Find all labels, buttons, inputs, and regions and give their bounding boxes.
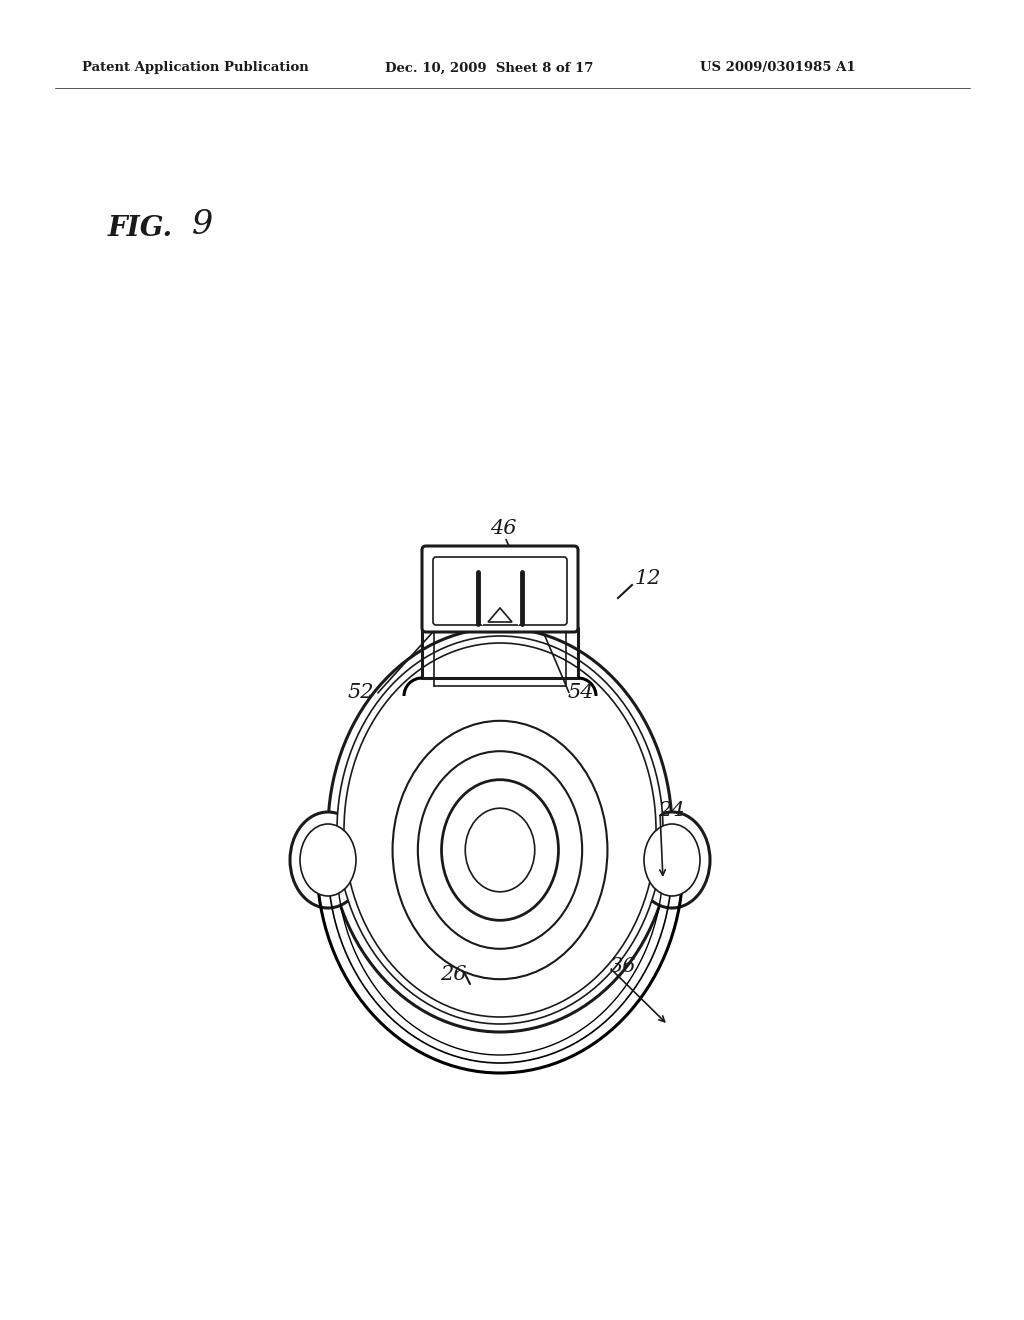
Text: Dec. 10, 2009  Sheet 8 of 17: Dec. 10, 2009 Sheet 8 of 17 xyxy=(385,62,593,74)
Text: Patent Application Publication: Patent Application Publication xyxy=(82,62,309,74)
Ellipse shape xyxy=(465,808,535,892)
Text: 54: 54 xyxy=(568,682,595,701)
Ellipse shape xyxy=(418,751,583,949)
Text: 9: 9 xyxy=(193,209,213,242)
Text: 46: 46 xyxy=(490,519,516,537)
Text: 12: 12 xyxy=(635,569,662,587)
Polygon shape xyxy=(488,609,512,622)
Ellipse shape xyxy=(300,824,356,896)
Ellipse shape xyxy=(441,780,558,920)
Text: 26: 26 xyxy=(440,965,467,985)
FancyBboxPatch shape xyxy=(422,546,578,632)
Ellipse shape xyxy=(328,628,672,1032)
Ellipse shape xyxy=(290,812,366,908)
Text: 24: 24 xyxy=(658,800,684,820)
Ellipse shape xyxy=(634,812,710,908)
Ellipse shape xyxy=(337,636,663,1024)
Ellipse shape xyxy=(644,824,700,896)
Ellipse shape xyxy=(344,643,656,1016)
Text: 36: 36 xyxy=(610,957,637,977)
Ellipse shape xyxy=(392,721,607,979)
Text: US 2009/0301985 A1: US 2009/0301985 A1 xyxy=(700,62,856,74)
Text: 52: 52 xyxy=(348,682,375,701)
Text: FIG.: FIG. xyxy=(108,214,173,242)
FancyBboxPatch shape xyxy=(433,557,567,624)
